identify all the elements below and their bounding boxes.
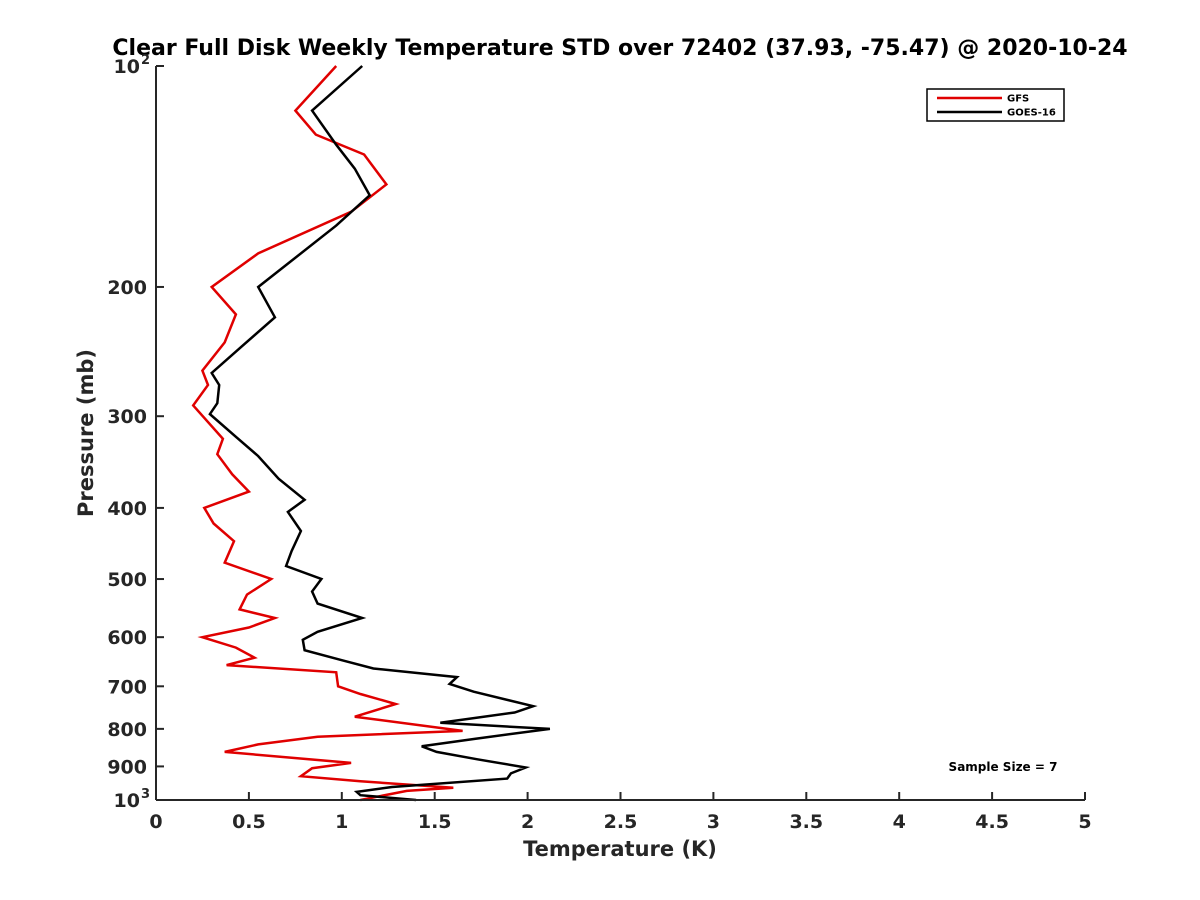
x-tick-label: 1.5 <box>418 811 452 833</box>
x-ticks: 0 0.5 1 1.5 2 2.5 3 3.5 4 4.5 5 <box>149 792 1092 833</box>
sample-size-annotation: Sample Size = 7 <box>949 760 1058 774</box>
x-tick-label: 1 <box>335 811 348 833</box>
y-tick-label: 400 <box>107 498 147 520</box>
y-tick-exponent: 2 <box>141 53 150 68</box>
x-tick-label: 4 <box>893 811 906 833</box>
y-tick-label: 800 <box>107 719 147 741</box>
y-tick-label: 10 <box>114 790 140 812</box>
y-tick-label: 300 <box>107 406 147 428</box>
x-tick-label: 3.5 <box>789 811 823 833</box>
x-tick-label: 4.5 <box>975 811 1009 833</box>
chart-title: Clear Full Disk Weekly Temperature STD o… <box>112 36 1127 61</box>
legend[interactable]: GFS GOES-16 <box>926 88 1065 122</box>
y-tick-label: 500 <box>107 569 147 591</box>
x-tick-label: 0 <box>149 811 162 833</box>
plot-lines <box>191 65 551 802</box>
x-tick-label: 3 <box>707 811 720 833</box>
y-tick-label: 10 <box>114 56 140 78</box>
x-tick-label: 5 <box>1078 811 1091 833</box>
y-tick-label: 900 <box>107 756 147 778</box>
y-tick-label: 200 <box>107 277 147 299</box>
x-tick-label: 2 <box>521 811 534 833</box>
series-line-gfs <box>191 65 463 802</box>
axes <box>155 66 1085 801</box>
legend-label: GOES-16 <box>1007 108 1056 119</box>
legend-box <box>926 88 1065 122</box>
x-tick-label: 2.5 <box>604 811 638 833</box>
x-tick-label: 0.5 <box>232 811 266 833</box>
x-axis-label: Temperature (K) <box>523 837 717 861</box>
series-line-goes-16 <box>208 65 551 802</box>
y-axis-label: Pressure (mb) <box>74 349 98 517</box>
y-tick-label: 600 <box>107 627 147 649</box>
y-tick-label: 700 <box>107 676 147 698</box>
y-tick-exponent: 3 <box>141 787 150 802</box>
legend-label: GFS <box>1007 94 1029 105</box>
